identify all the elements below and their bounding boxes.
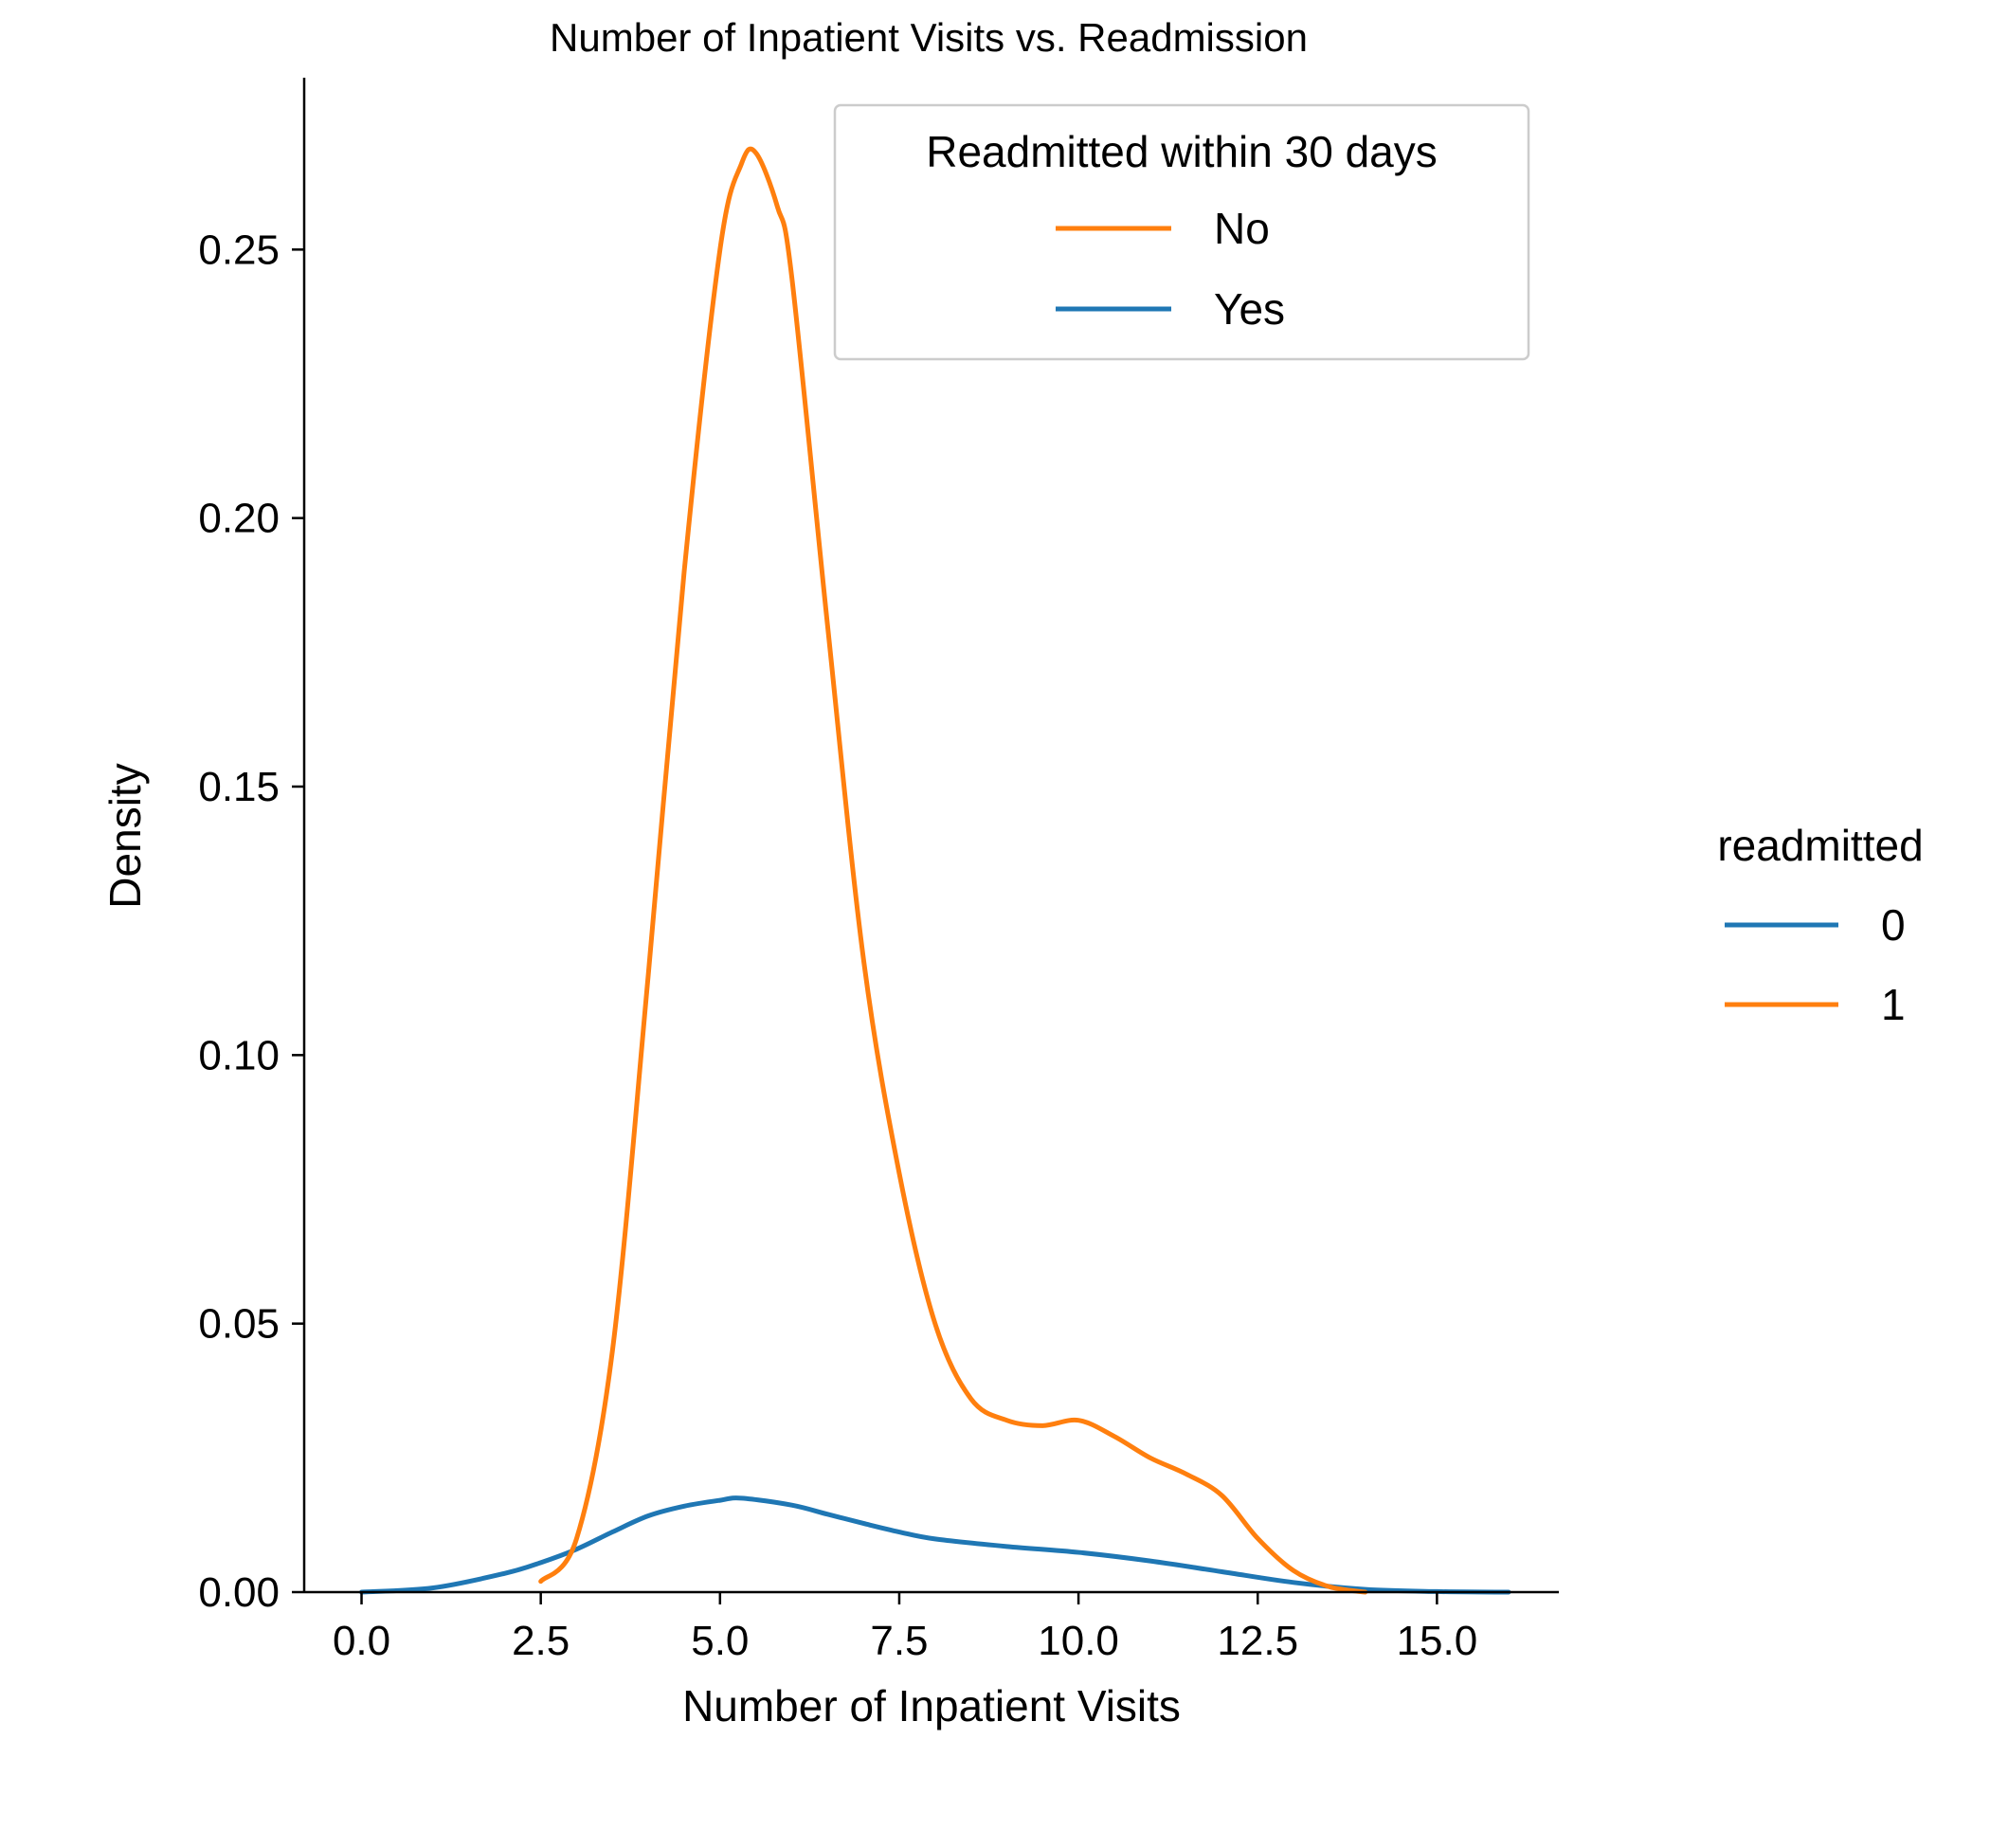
axes (302, 78, 1559, 1594)
legend-outer: readmitted 0 1 (1717, 821, 1923, 1029)
legend-inner-title: Readmitted within 30 days (926, 127, 1438, 176)
x-tick-label: 0.0 (333, 1618, 390, 1664)
legend-label-yes: Yes (1214, 284, 1285, 334)
x-tick-label: 12.5 (1217, 1618, 1298, 1664)
legend-outer-title: readmitted (1717, 821, 1923, 870)
y-tick-label: 0.25 (198, 226, 280, 273)
plot-area (359, 146, 1511, 1595)
y-tick-label: 0.20 (198, 496, 280, 542)
y-tick-label: 0.15 (198, 764, 280, 810)
y-tick-label: 0.05 (198, 1301, 280, 1348)
series-line-1 (538, 146, 1368, 1595)
y-tick-label: 0.00 (198, 1569, 280, 1616)
y-tick-label: 0.10 (198, 1032, 280, 1078)
y-axis-title: Density (100, 763, 150, 908)
x-tick-label: 7.5 (870, 1618, 928, 1664)
y-ticks: 0.00 0.05 0.10 0.15 0.20 0.25 (198, 226, 304, 1616)
x-tick-label: 5.0 (691, 1618, 749, 1664)
x-tick-label: 15.0 (1397, 1618, 1478, 1664)
x-ticks: 0.0 2.5 5.0 7.5 10.0 12.5 15.0 (333, 1592, 1477, 1664)
legend-label-1: 1 (1881, 980, 1906, 1029)
x-tick-label: 2.5 (512, 1618, 570, 1664)
legend-label-no: No (1214, 204, 1270, 253)
legend-inner-frame (833, 103, 1530, 361)
chart-title: Number of Inpatient Visits vs. Readmissi… (550, 15, 1308, 60)
series-line-0 (359, 1495, 1511, 1595)
legend-label-0: 0 (1881, 900, 1906, 950)
x-axis-title: Number of Inpatient Visits (682, 1681, 1181, 1730)
legend-inner: Readmitted within 30 days No Yes (833, 103, 1530, 361)
x-tick-label: 10.0 (1038, 1618, 1119, 1664)
